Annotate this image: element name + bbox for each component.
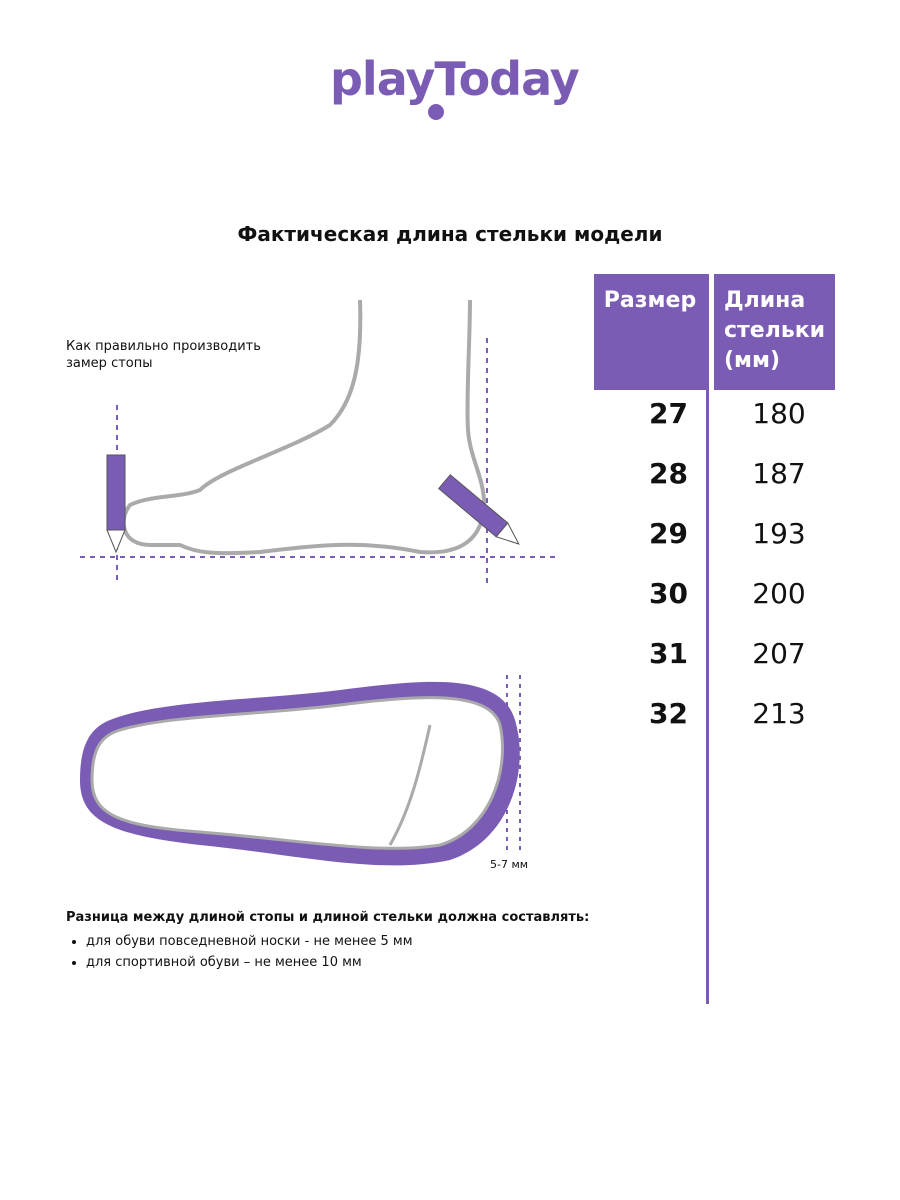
note-item: для спортивной обуви – не менее 10 мм [86, 952, 589, 973]
brand-logo: playToday [330, 52, 580, 106]
size-cell: 28 [649, 457, 688, 490]
page-title: Фактическая длина стельки модели [237, 222, 663, 246]
size-cell: 29 [649, 517, 688, 550]
length-cell: 187 [752, 457, 806, 490]
logo-dot [428, 104, 444, 120]
length-cell: 193 [752, 517, 806, 550]
size-cell: 31 [649, 637, 688, 670]
length-cell: 180 [752, 397, 806, 430]
fit-note: Разница между длиной стопы и длиной стел… [66, 910, 589, 973]
pencil-icon [438, 474, 520, 545]
table-row: 29 193 [594, 517, 854, 557]
note-item: для обуви повседневной носки - не менее … [86, 931, 589, 952]
header-length: Длина стельки (мм) [714, 274, 835, 390]
measure-instruction: Как правильно производить замер стопы [66, 339, 261, 371]
size-cell: 30 [649, 577, 688, 610]
table-row: 27 180 [594, 397, 854, 437]
note-heading: Разница между длиной стопы и длиной стел… [66, 910, 590, 925]
length-cell: 213 [752, 697, 806, 730]
foot-side-outline [121, 299, 487, 556]
gap-label: 5-7 мм [490, 858, 529, 871]
table-row: 32 213 [594, 697, 854, 737]
footprint-outline [90, 696, 504, 850]
table-row: 31 207 [594, 637, 854, 677]
table-row: 30 200 [594, 577, 854, 617]
table-row: 28 187 [594, 457, 854, 497]
table-divider [706, 274, 709, 1004]
length-cell: 207 [752, 637, 806, 670]
pencil-icon [106, 454, 126, 554]
length-cell: 200 [752, 577, 806, 610]
size-cell: 27 [649, 397, 688, 430]
size-cell: 32 [649, 697, 688, 730]
header-size: Размер [594, 274, 706, 390]
